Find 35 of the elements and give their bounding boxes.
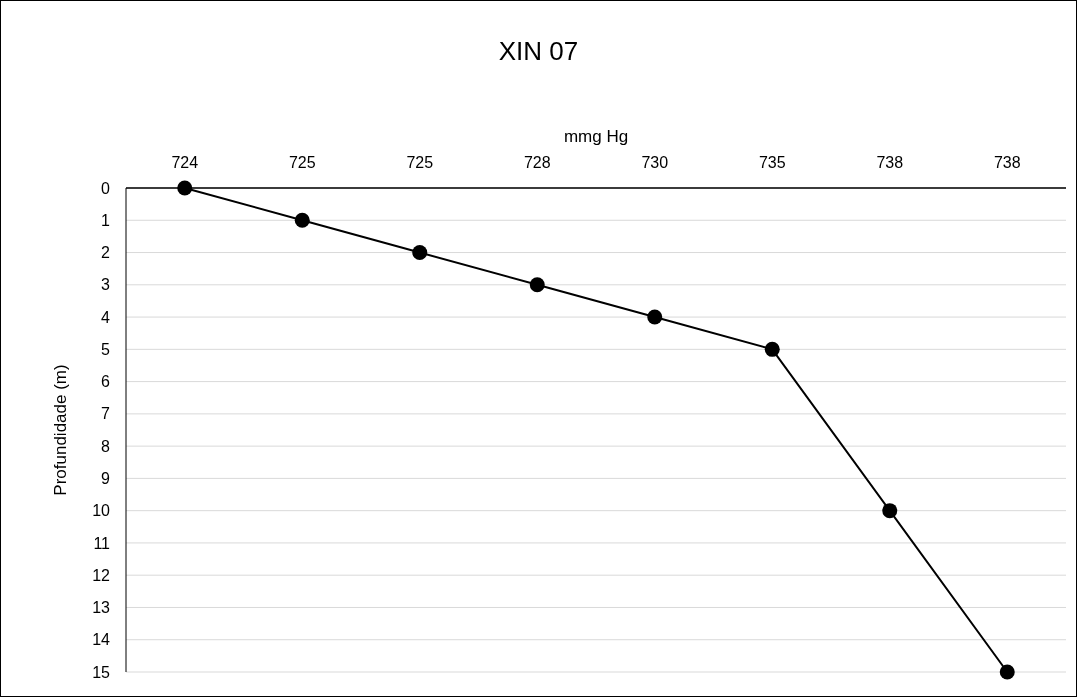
y-tick-label: 6 (101, 373, 111, 391)
point (647, 309, 663, 325)
x-tick-label: 730 (641, 154, 669, 171)
y-tick-label: 1 (101, 211, 111, 229)
y-tick-label: 11 (93, 534, 111, 552)
x-tick-label: 725 (288, 154, 316, 171)
point (294, 212, 310, 228)
x-tick-label: 735 (758, 154, 786, 171)
y-axis-title: Profundidade (m) (51, 364, 70, 496)
x-tick-label: 738 (993, 154, 1021, 171)
point (882, 503, 898, 519)
x-tick-label: 725 (406, 154, 434, 171)
y-tick-label: 5 (101, 340, 111, 358)
x-axis-title: mmg Hg (563, 127, 629, 146)
y-tick-label: 2 (101, 244, 111, 262)
point (764, 341, 780, 357)
y-tick-label: 0 (101, 179, 111, 197)
x-tick-label: 728 (523, 154, 551, 171)
y-tick-label: 12 (92, 566, 111, 584)
y-tick-label: 13 (92, 599, 111, 617)
x-tick-label: 738 (876, 154, 904, 171)
x-tick-label: 724 (171, 154, 199, 171)
y-tick-label: 8 (101, 437, 111, 455)
point (177, 180, 193, 196)
y-tick-label: 4 (101, 308, 111, 326)
y-tick-label: 14 (92, 631, 111, 649)
chart-title: XIN 07 (498, 36, 579, 66)
y-tick-label: 10 (92, 502, 111, 520)
y-tick-label: 9 (101, 470, 111, 487)
point (529, 277, 545, 293)
y-tick-label: 15 (92, 663, 111, 681)
y-tick-label: 3 (101, 276, 111, 294)
y-tick-label: 7 (101, 405, 111, 423)
point (999, 664, 1015, 680)
point (412, 245, 428, 261)
